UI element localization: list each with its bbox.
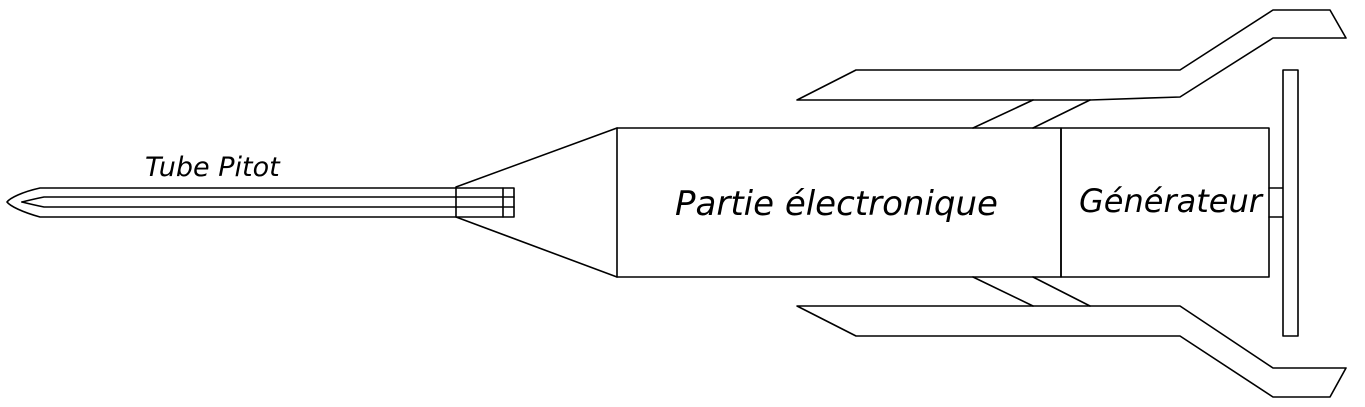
generator-label: Générateur bbox=[1079, 182, 1264, 220]
lower-fin bbox=[796, 276, 1347, 398]
nose-cone bbox=[455, 127, 618, 278]
tube-pitot-label: Tube Pitot bbox=[145, 152, 281, 183]
lower-fin-strut-left bbox=[972, 276, 1034, 307]
upper-fin-strut-left bbox=[972, 99, 1034, 129]
pitot-tube bbox=[6, 187, 515, 218]
pitot-tube-inner-line-bottom bbox=[21, 201, 515, 208]
electronics-label: Partie électronique bbox=[675, 184, 998, 224]
pitot-tube-outline bbox=[6, 187, 515, 218]
rear-plate bbox=[1282, 69, 1299, 337]
upper-fin-outline bbox=[796, 9, 1347, 101]
nozzle-connector bbox=[1268, 187, 1284, 218]
lower-fin-outline bbox=[796, 305, 1347, 398]
pitot-tube-inner-line-top bbox=[21, 196, 515, 203]
upper-fin-strut-right bbox=[1032, 99, 1091, 129]
upper-fin bbox=[796, 9, 1347, 129]
lower-fin-strut-right bbox=[1032, 276, 1091, 307]
generator-section bbox=[1060, 127, 1270, 278]
